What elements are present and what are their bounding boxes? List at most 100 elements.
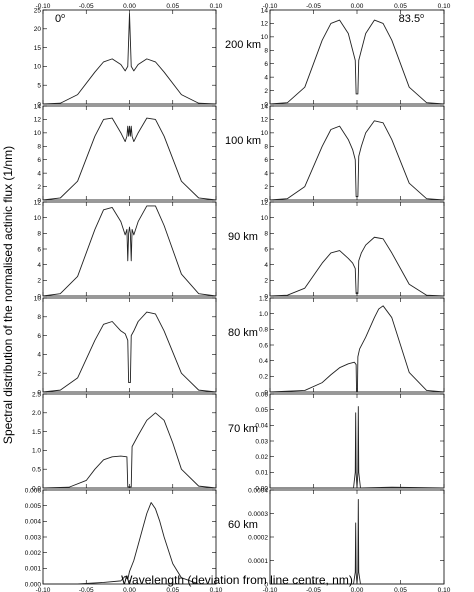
y-tick-label: 10 [261, 215, 269, 222]
y-tick-label: 1.0 [32, 448, 41, 455]
y-tick-label: 8 [37, 231, 41, 238]
series-line [269, 236, 445, 297]
series-line [270, 498, 444, 585]
x-tick-label-top: 0.05 [394, 3, 407, 10]
degree-sup: o [420, 13, 424, 20]
y-tick-label: 1.5 [32, 429, 41, 436]
y-tick-label: 0.0002 [248, 534, 268, 541]
panel-90km-right: 0 2 4 6 8 10 12 [261, 199, 445, 300]
panel-70km-left-frame [42, 393, 217, 489]
y-tick-label: 25 [34, 7, 42, 14]
y-tick-label: 10 [34, 64, 42, 71]
y-tick-label: 4 [264, 170, 268, 177]
x-tick-label-bottom: 0.00 [351, 587, 364, 592]
y-tick-label: 14 [261, 7, 269, 14]
panel-80km-left-frame [42, 297, 217, 393]
y-tick-label: 0.0004 [248, 487, 268, 494]
y-tick-label: 0.4 [259, 358, 268, 365]
y-tick-label: 0.001 [25, 566, 42, 573]
panel-100km-right-frame [269, 105, 445, 201]
x-tick-label-top: -0.10 [263, 3, 278, 10]
panel-100km-left: 0 2 4 6 8 10 12 14 [34, 103, 217, 204]
panel-60km-left: 0.000 0.001 0.002 0.003 0.004 0.005 0.006 -0.10… [25, 487, 223, 592]
y-tick-label: 12 [34, 199, 42, 206]
x-tick-label-top: 0.05 [166, 3, 179, 10]
x-tick-label-bottom: -0.10 [36, 587, 51, 592]
panel-200km-left: 0 5 10 15 20 25-0.10 -0.05 0.00 0.05 0.10 [34, 3, 223, 108]
y-tick-label: 12 [261, 199, 269, 206]
y-tick-label: 0.002 [25, 550, 42, 557]
y-axis-title: Spectral distribution of the normalised … [1, 146, 15, 444]
y-tick-label: 0.04 [255, 423, 268, 430]
y-tick-label: 20 [34, 26, 42, 33]
x-tick-label-top: -0.05 [79, 3, 94, 10]
panel-90km-left: 0 2 4 6 8 10 12 [34, 199, 217, 300]
x-tick-label-bottom: -0.05 [79, 587, 94, 592]
y-tick-label: 0.05 [255, 407, 268, 414]
angle-value: 0 [55, 13, 61, 25]
y-tick-label: 4 [37, 352, 41, 359]
y-tick-label: 6 [37, 333, 41, 340]
x-tick-label-top: -0.10 [36, 3, 51, 10]
y-tick-label: 0.06 [255, 391, 268, 398]
x-tick-label-bottom: -0.10 [263, 587, 278, 592]
y-tick-label: 0 [37, 197, 41, 204]
y-tick-label: 0.004 [25, 519, 42, 526]
y-tick-label: 2 [37, 278, 41, 285]
y-tick-label: 0.0001 [248, 558, 268, 565]
y-tick-label: 8 [264, 144, 268, 151]
panel-100km-right: 0 2 4 6 8 10 12 14 [261, 103, 445, 204]
y-tick-label: 0.000 [25, 581, 42, 588]
panel-90km-right-frame [269, 201, 445, 297]
y-tick-label: 1.2 [259, 295, 268, 302]
y-tick-label: 0.0 [32, 485, 41, 492]
y-tick-label: 2 [37, 371, 41, 378]
y-tick-label: 6 [264, 157, 268, 164]
y-tick-label: 0.6 [259, 342, 268, 349]
panel-80km-right-frame [269, 297, 445, 393]
y-tick-label: 8 [37, 314, 41, 321]
panel-70km-right: 0.00 0.01 0.02 0.03 0.04 0.05 0.06 [255, 391, 445, 492]
panel-70km-right-frame [269, 393, 445, 489]
x-tick-label-bottom: 0.00 [123, 587, 136, 592]
panel-80km-left: 0 2 4 6 8 10 [34, 295, 217, 396]
y-tick-label: 4 [37, 170, 41, 177]
y-tick-label: 0 [264, 197, 268, 204]
panel-60km-right: 0 0.0001 0.0002 0.0003 0.0004 -0.10 -0.05 0.00 0… [248, 487, 451, 592]
series-line [42, 117, 217, 201]
y-tick-label: 4 [264, 74, 268, 81]
y-tick-label: 0 [37, 101, 41, 108]
y-tick-label: 2 [264, 278, 268, 285]
y-tick-label: 0 [264, 293, 268, 300]
y-tick-label: 14 [34, 103, 42, 110]
series-line [42, 13, 217, 105]
y-tick-label: 0 [264, 581, 268, 588]
panel-60km-right-frame [269, 489, 445, 585]
y-tick-label: 4 [37, 262, 41, 269]
y-tick-label: 2 [264, 184, 268, 191]
y-tick-label: 0.03 [255, 438, 268, 445]
x-tick-label-top: 0.10 [438, 3, 451, 10]
y-tick-label: 10 [261, 34, 269, 41]
y-tick-label: 0.8 [259, 327, 268, 334]
x-tick-label-bottom: 0.10 [210, 587, 223, 592]
y-tick-label: 14 [261, 103, 269, 110]
y-tick-label: 0 [264, 389, 268, 396]
angle-value: 83.5 [399, 13, 420, 25]
series-line [269, 305, 445, 393]
x-tick-label-bottom: 0.05 [394, 587, 407, 592]
y-tick-label: 0.003 [25, 534, 42, 541]
y-tick-label: 0 [37, 293, 41, 300]
series-line [42, 205, 217, 297]
y-tick-label: 0.2 [259, 374, 268, 381]
panel-80km-right: 0 0.2 0.4 0.6 0.8 1.0 1.2 [259, 295, 445, 396]
y-tick-label: 6 [37, 246, 41, 253]
panel-60km-left-frame [42, 489, 217, 585]
x-tick-label-bottom: 0.10 [438, 587, 451, 592]
altitude-label: 70 km [228, 423, 258, 435]
y-tick-label: 2 [264, 88, 268, 95]
y-tick-label: 2 [37, 184, 41, 191]
y-tick-label: 8 [264, 231, 268, 238]
x-tick-label-bottom: -0.05 [306, 587, 321, 592]
